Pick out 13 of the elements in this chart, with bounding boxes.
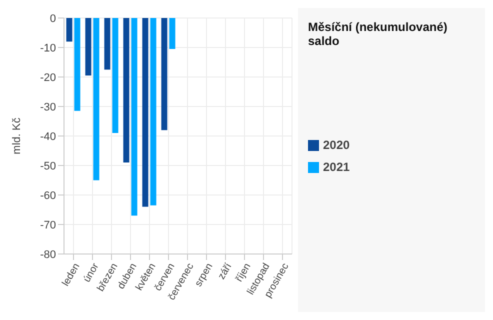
y-tick-label: -40 [40,130,56,143]
legend-label: 2021 [322,160,351,174]
y-tick-label: 0 [50,12,56,25]
y-tick-label: -60 [40,190,56,202]
y-axis-title: mld. Kč [10,117,23,154]
legend-label: 2020 [322,138,351,152]
y-tick-label: -10 [40,42,56,54]
y-tick-label: -20 [40,72,56,84]
y-tick-label: -30 [40,101,56,114]
y-tick-label: -50 [40,160,56,172]
y-tick-label: -70 [40,219,56,232]
text: Měsíční (nekumulované) saldo [308,20,448,48]
y-tick-label: -80 [40,248,56,261]
